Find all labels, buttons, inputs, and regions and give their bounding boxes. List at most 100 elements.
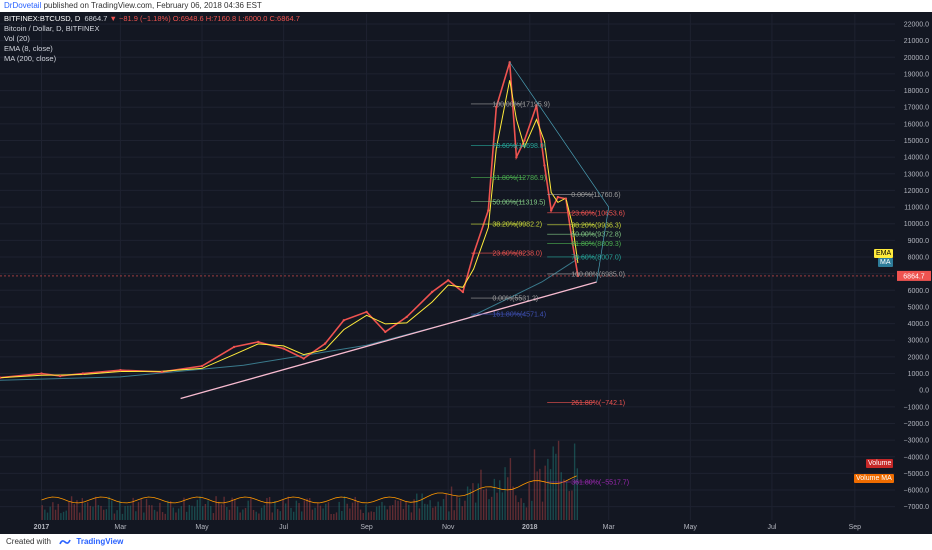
volume-bar <box>188 505 191 520</box>
ma-tag: MA <box>878 258 893 267</box>
time-tick-label: May <box>684 524 698 531</box>
price-chart[interactable]: 22000.0 21000.0 20000.0 19000.0 18000.0 17000… <box>0 12 932 534</box>
volume-bar <box>151 505 153 520</box>
price-point <box>323 342 327 345</box>
volume-bar <box>461 506 463 520</box>
indicator-ema[interactable]: EMA (8, close) <box>4 44 53 53</box>
volume-bar <box>268 496 271 520</box>
price-tick-label: −6000.0 <box>904 488 930 495</box>
volume-bar <box>391 505 394 520</box>
volume-bar <box>539 468 541 520</box>
volume-bar <box>520 498 522 520</box>
price-point <box>342 319 346 322</box>
indicator-ma[interactable]: MA (200, close) <box>4 54 57 63</box>
volume-bar <box>266 498 268 520</box>
price-point <box>384 330 387 334</box>
time-tick-label: 2018 <box>522 524 538 531</box>
volume-bar <box>228 509 231 520</box>
fib-right-label: 361.80%(−5517.7) <box>571 480 629 487</box>
volume-bar <box>295 500 298 520</box>
last-price-tag-bg <box>897 270 931 281</box>
volume-bar <box>571 490 573 520</box>
volume-bar <box>338 501 340 520</box>
price-tick-label: −5000.0 <box>904 471 930 478</box>
price-point <box>302 357 305 360</box>
volume-bar <box>482 489 485 520</box>
last-price: 6864.7 <box>84 14 108 23</box>
chart-area[interactable]: 22000.0 21000.0 20000.0 19000.0 18000.0 17000… <box>0 12 932 534</box>
volume-bar <box>330 513 332 520</box>
price-point <box>515 155 518 159</box>
support-trendline <box>180 281 597 400</box>
price-tick-label: 2000.0 <box>908 354 930 361</box>
volume-bar <box>397 500 399 520</box>
volume-bar <box>322 508 324 520</box>
volume-bar <box>357 501 359 520</box>
volume-bar <box>193 506 196 520</box>
volume-bar <box>434 506 437 520</box>
volume-bar <box>544 465 546 520</box>
volume-bar <box>351 502 354 520</box>
time-tick-label: Jul <box>767 524 776 531</box>
time-tick-label: Nov <box>442 524 455 531</box>
volume-bar <box>464 500 466 520</box>
volume-bar <box>212 513 215 520</box>
time-tick-label: Sep <box>849 524 862 531</box>
price-change: ▼ −81.9 (−1.18%) <box>109 14 171 23</box>
volume-bar <box>226 506 228 520</box>
volume-bar <box>343 496 346 520</box>
volume-bar <box>563 479 565 520</box>
volume-bar <box>84 503 86 520</box>
author-link[interactable]: DrDovetail <box>4 1 42 10</box>
indicator-volume[interactable]: Vol (20) <box>4 34 30 43</box>
volume-bar <box>456 495 458 520</box>
volume-bar <box>287 496 290 520</box>
last-price-tag: 6864.7 <box>903 273 925 280</box>
volume-bar <box>81 498 84 520</box>
publish-header: DrDovetail published on TradingView.com,… <box>0 0 932 12</box>
volume-bar <box>568 491 570 520</box>
volume-bar <box>121 513 124 520</box>
volume-bar <box>437 501 439 520</box>
volume-bar <box>555 453 557 520</box>
volume-bar <box>258 513 260 520</box>
volume-bar <box>54 509 57 520</box>
volume-bar <box>560 472 562 520</box>
volume-bar <box>424 503 426 520</box>
price-tick-label: 0.0 <box>919 388 929 395</box>
volume-bar <box>426 504 429 520</box>
price-point <box>523 139 526 142</box>
volume-bar <box>367 512 370 520</box>
created-with-label: Created with <box>6 537 51 546</box>
volume-bar <box>119 500 121 520</box>
volume-bar <box>402 508 405 520</box>
volume-bar <box>429 500 431 520</box>
volume-bar <box>276 509 279 520</box>
price-tick-label: 4000.0 <box>908 321 930 328</box>
volume-bar <box>496 492 498 520</box>
ma-200-line <box>0 258 579 381</box>
tradingview-brand[interactable]: TradingView <box>76 537 124 546</box>
volume-bar <box>303 500 306 520</box>
price-tick-label: 12000.0 <box>904 188 929 195</box>
volume-bar <box>383 505 386 520</box>
fib-left-label: 161.80%(4571.4) <box>492 312 546 319</box>
price-tick-label: −2000.0 <box>904 421 930 428</box>
volume-bar <box>244 508 247 520</box>
volume-bar <box>565 481 568 520</box>
volume-bar <box>78 512 81 520</box>
volume-bar <box>239 512 241 520</box>
volume-bar <box>354 496 356 520</box>
publish-info: published on TradingView.com, February 0… <box>43 1 262 10</box>
volume-bar <box>263 505 265 520</box>
volume-bar <box>499 480 501 520</box>
volume-bar <box>440 506 442 520</box>
volume-bar <box>445 493 447 520</box>
chart-title: Bitcoin / Dollar, D, BITFINEX <box>4 24 100 33</box>
volume-bar <box>375 506 378 520</box>
volume-bar <box>271 512 273 520</box>
fib-left-label: 50.00%(11319.5) <box>492 199 545 206</box>
price-tick-label: 21000.0 <box>904 38 929 45</box>
ema-8-line <box>0 80 579 379</box>
time-tick-label: Jul <box>279 524 288 531</box>
